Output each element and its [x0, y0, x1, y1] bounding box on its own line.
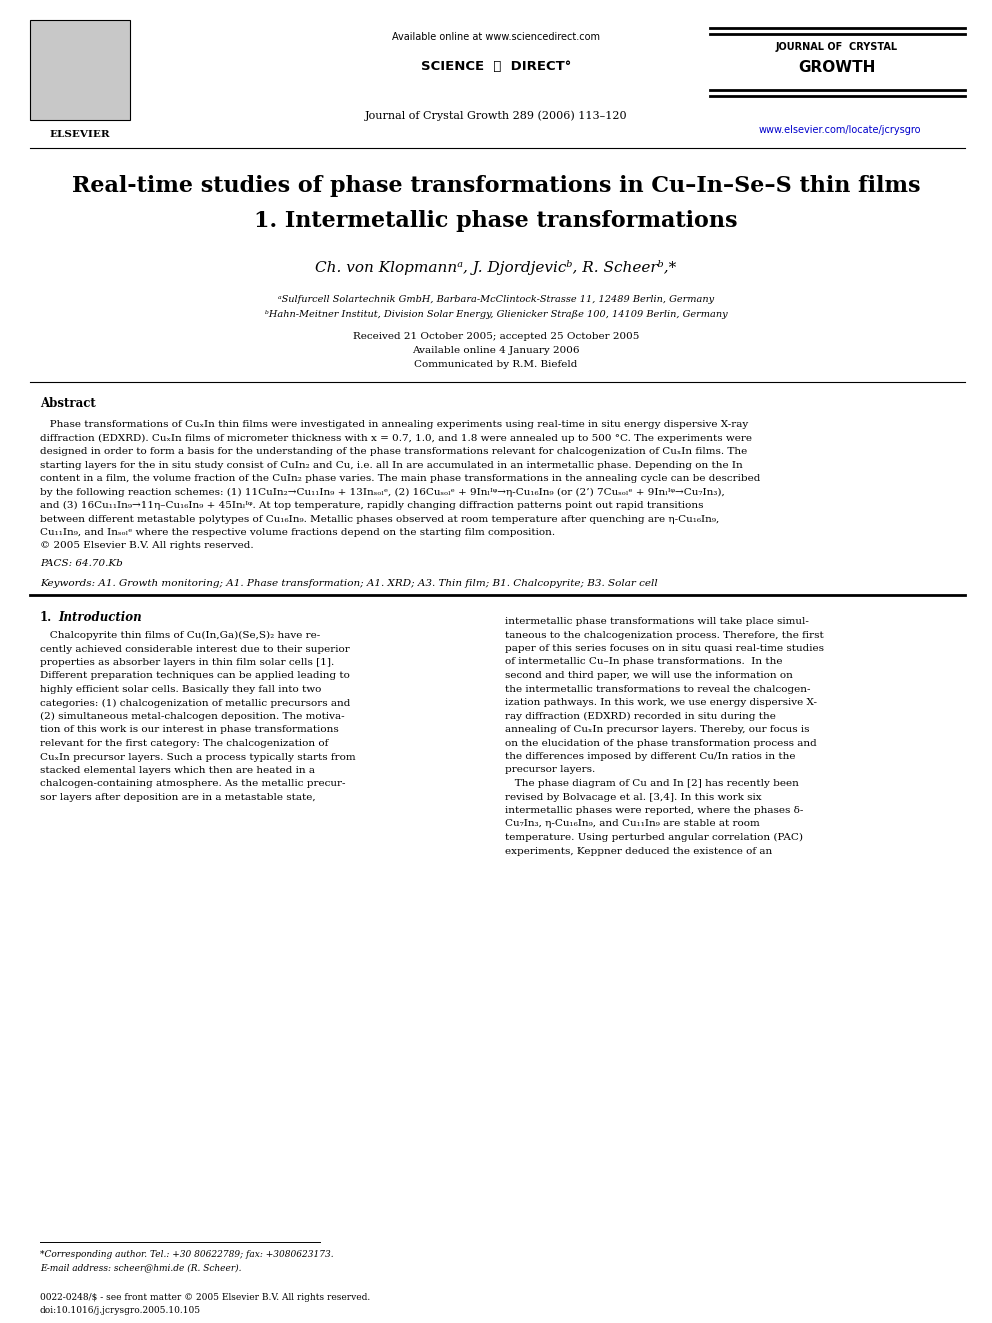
- Text: paper of this series focuses on in situ quasi real-time studies: paper of this series focuses on in situ …: [505, 644, 824, 654]
- Text: Chalcopyrite thin films of Cu(In,Ga)(Se,S)₂ have re-: Chalcopyrite thin films of Cu(In,Ga)(Se,…: [40, 631, 320, 640]
- Text: PACS: 64.70.Kb: PACS: 64.70.Kb: [40, 560, 123, 568]
- Text: Real-time studies of phase transformations in Cu–In–Se–S thin films: Real-time studies of phase transformatio…: [71, 175, 921, 197]
- Text: (2) simultaneous metal-chalcogen deposition. The motiva-: (2) simultaneous metal-chalcogen deposit…: [40, 712, 344, 721]
- Text: revised by Bolvacage et al. [3,4]. In this work six: revised by Bolvacage et al. [3,4]. In th…: [505, 792, 762, 802]
- Text: the intermetallic transformations to reveal the chalcogen-: the intermetallic transformations to rev…: [505, 684, 810, 693]
- Text: content in a film, the volume fraction of the CuIn₂ phase varies. The main phase: content in a film, the volume fraction o…: [40, 474, 761, 483]
- Text: experiments, Keppner deduced the existence of an: experiments, Keppner deduced the existen…: [505, 847, 772, 856]
- Text: Introduction: Introduction: [58, 611, 142, 624]
- Text: Cu₁₁In₉, and Inₛₒₗᵉ where the respective volume fractions depend on the starting: Cu₁₁In₉, and Inₛₒₗᵉ where the respective…: [40, 528, 556, 537]
- Text: on the elucidation of the phase transformation process and: on the elucidation of the phase transfor…: [505, 738, 816, 747]
- Text: cently achieved considerable interest due to their superior: cently achieved considerable interest du…: [40, 644, 350, 654]
- Text: taneous to the chalcogenization process. Therefore, the first: taneous to the chalcogenization process.…: [505, 631, 823, 639]
- Text: doi:10.1016/j.jcrysgro.2005.10.105: doi:10.1016/j.jcrysgro.2005.10.105: [40, 1306, 201, 1315]
- Text: Different preparation techniques can be applied leading to: Different preparation techniques can be …: [40, 672, 350, 680]
- Text: 0022-0248/$ - see front matter © 2005 Elsevier B.V. All rights reserved.: 0022-0248/$ - see front matter © 2005 El…: [40, 1293, 370, 1302]
- Text: tion of this work is our interest in phase transformations: tion of this work is our interest in pha…: [40, 725, 338, 734]
- Text: intermetallic phases were reported, where the phases δ-: intermetallic phases were reported, wher…: [505, 806, 804, 815]
- Text: ization pathways. In this work, we use energy dispersive X-: ization pathways. In this work, we use e…: [505, 699, 817, 706]
- Text: The phase diagram of Cu and In [2] has recently been: The phase diagram of Cu and In [2] has r…: [505, 779, 799, 789]
- Text: annealing of CuₓIn precursor layers. Thereby, our focus is: annealing of CuₓIn precursor layers. The…: [505, 725, 809, 734]
- Text: and (3) 16Cu₁₁In₉→11η–Cu₁₆In₉ + 45Inₗᴵᵠ. At top temperature, rapidly changing di: and (3) 16Cu₁₁In₉→11η–Cu₁₆In₉ + 45Inₗᴵᵠ.…: [40, 501, 703, 511]
- Text: Available online at www.sciencedirect.com: Available online at www.sciencedirect.co…: [392, 32, 600, 42]
- Text: SCIENCE  ⓓ  DIRECT°: SCIENCE ⓓ DIRECT°: [421, 60, 571, 73]
- Text: highly efficient solar cells. Basically they fall into two: highly efficient solar cells. Basically …: [40, 685, 321, 695]
- Text: Keywords: A1. Growth monitoring; A1. Phase transformation; A1. XRD; A3. Thin fil: Keywords: A1. Growth monitoring; A1. Pha…: [40, 579, 658, 587]
- Text: 1.: 1.: [40, 611, 53, 624]
- Text: the differences imposed by different Cu/In ratios in the: the differences imposed by different Cu/…: [505, 751, 796, 761]
- Text: Cu₇In₃, η-Cu₁₆In₉, and Cu₁₁In₉ are stable at room: Cu₇In₃, η-Cu₁₆In₉, and Cu₁₁In₉ are stabl…: [505, 819, 760, 828]
- Text: E-mail address: scheer@hmi.de (R. Scheer).: E-mail address: scheer@hmi.de (R. Scheer…: [40, 1263, 241, 1271]
- Text: between different metastable polytypes of Cu₁₆In₉. Metallic phases observed at r: between different metastable polytypes o…: [40, 515, 719, 524]
- Text: Abstract: Abstract: [40, 397, 96, 410]
- Text: categories: (1) chalcogenization of metallic precursors and: categories: (1) chalcogenization of meta…: [40, 699, 350, 708]
- Text: © 2005 Elsevier B.V. All rights reserved.: © 2005 Elsevier B.V. All rights reserved…: [40, 541, 254, 550]
- Text: 1. Intermetallic phase transformations: 1. Intermetallic phase transformations: [254, 210, 738, 232]
- Text: Journal of Crystal Growth 289 (2006) 113–120: Journal of Crystal Growth 289 (2006) 113…: [365, 110, 627, 120]
- Text: by the following reaction schemes: (1) 11CuIn₂→Cu₁₁In₉ + 13Inₛₒₗᵉ, (2) 16Cuₛₒₗᵉ : by the following reaction schemes: (1) 1…: [40, 487, 725, 496]
- Text: ᵃSulfurcell Solartechnik GmbH, Barbara-McClintock-Strasse 11, 12489 Berlin, Germ: ᵃSulfurcell Solartechnik GmbH, Barbara-M…: [278, 295, 714, 304]
- Text: relevant for the first category: The chalcogenization of: relevant for the first category: The cha…: [40, 740, 328, 747]
- Text: stacked elemental layers which then are heated in a: stacked elemental layers which then are …: [40, 766, 315, 775]
- Text: diffraction (EDXRD). CuₓIn films of micrometer thickness with x = 0.7, 1.0, and : diffraction (EDXRD). CuₓIn films of micr…: [40, 434, 752, 443]
- Text: ᵇHahn-Meitner Institut, Division Solar Energy, Glienicker Straße 100, 14109 Berl: ᵇHahn-Meitner Institut, Division Solar E…: [265, 310, 727, 319]
- Text: Phase transformations of CuₓIn thin films were investigated in annealing experim: Phase transformations of CuₓIn thin film…: [40, 419, 748, 429]
- Text: starting layers for the in situ study consist of CuIn₂ and Cu, i.e. all In are a: starting layers for the in situ study co…: [40, 460, 743, 470]
- Text: CuₓIn precursor layers. Such a process typically starts from: CuₓIn precursor layers. Such a process t…: [40, 753, 355, 762]
- Text: Ch. von Klopmannᵃ, J. Djordjevicᵇ, R. Scheerᵇ,*: Ch. von Klopmannᵃ, J. Djordjevicᵇ, R. Sc…: [315, 261, 677, 275]
- Text: chalcogen-containing atmosphere. As the metallic precur-: chalcogen-containing atmosphere. As the …: [40, 779, 345, 789]
- Text: of intermetallic Cu–In phase transformations.  In the: of intermetallic Cu–In phase transformat…: [505, 658, 783, 667]
- Text: intermetallic phase transformations will take place simul-: intermetallic phase transformations will…: [505, 617, 808, 626]
- Text: ray diffraction (EDXRD) recorded in situ during the: ray diffraction (EDXRD) recorded in situ…: [505, 712, 776, 721]
- Text: second and third paper, we will use the information on: second and third paper, we will use the …: [505, 671, 793, 680]
- Text: *Corresponding author. Tel.: +30 80622789; fax: +3080623173.: *Corresponding author. Tel.: +30 8062278…: [40, 1250, 333, 1259]
- Text: www.elsevier.com/locate/jcrysgro: www.elsevier.com/locate/jcrysgro: [759, 124, 922, 135]
- Text: precursor layers.: precursor layers.: [505, 766, 595, 774]
- Text: ELSEVIER: ELSEVIER: [50, 130, 110, 139]
- Text: sor layers after deposition are in a metastable state,: sor layers after deposition are in a met…: [40, 792, 315, 802]
- Text: properties as absorber layers in thin film solar cells [1].: properties as absorber layers in thin fi…: [40, 658, 334, 667]
- Text: Available online 4 January 2006: Available online 4 January 2006: [413, 347, 579, 355]
- Text: JOURNAL OF  CRYSTAL: JOURNAL OF CRYSTAL: [776, 42, 898, 52]
- Text: Communicated by R.M. Biefeld: Communicated by R.M. Biefeld: [415, 360, 577, 369]
- Text: Received 21 October 2005; accepted 25 October 2005: Received 21 October 2005; accepted 25 Oc…: [353, 332, 639, 341]
- Text: GROWTH: GROWTH: [799, 60, 876, 75]
- Text: designed in order to form a basis for the understanding of the phase transformat: designed in order to form a basis for th…: [40, 447, 747, 456]
- Text: temperature. Using perturbed angular correlation (PAC): temperature. Using perturbed angular cor…: [505, 833, 803, 843]
- Bar: [30, 20, 130, 120]
